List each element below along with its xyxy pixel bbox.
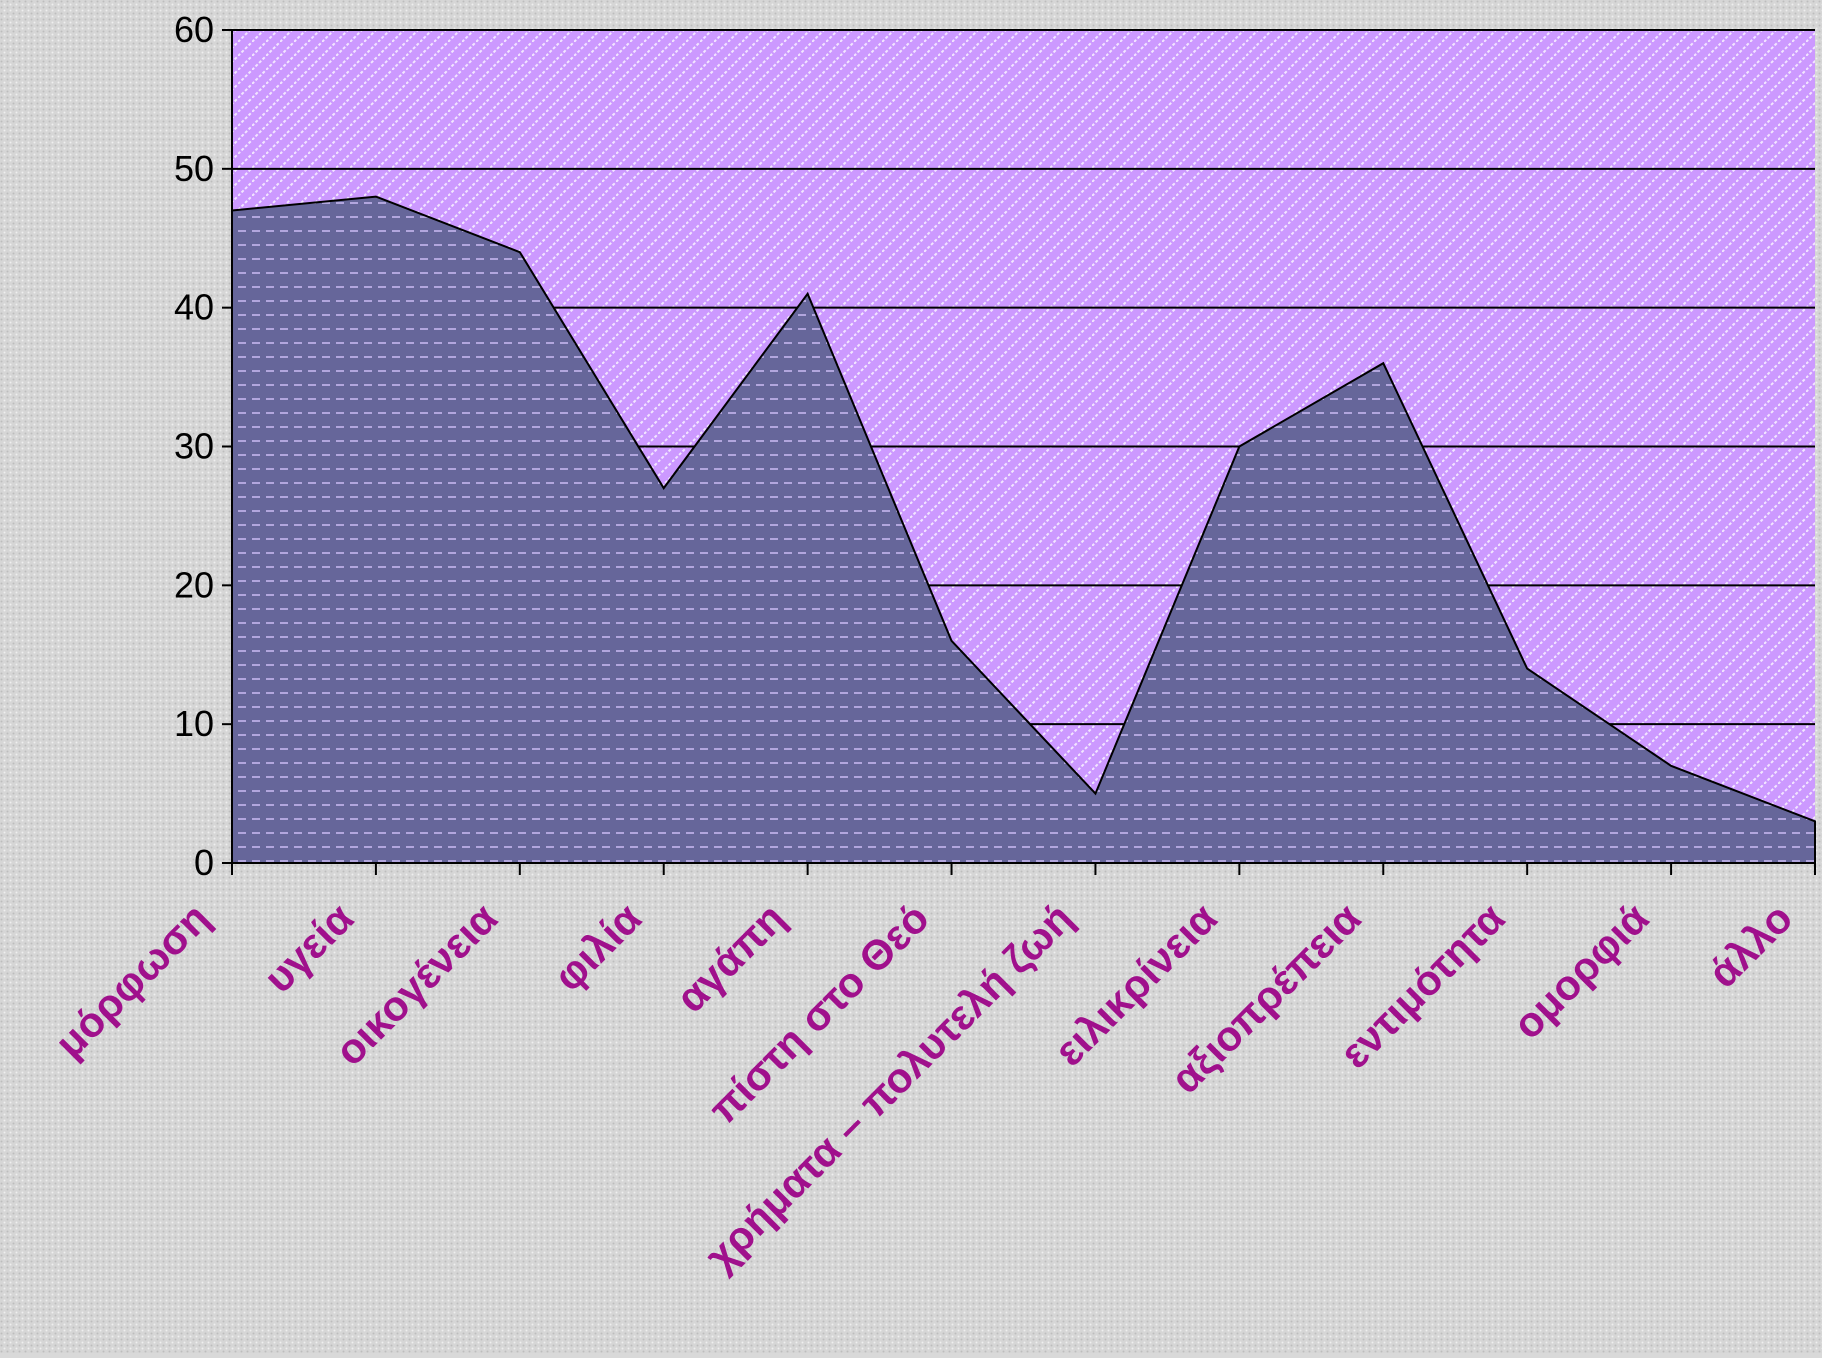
y-tick-label-50: 50: [174, 148, 214, 189]
y-tick-label-10: 10: [174, 703, 214, 744]
y-tick-label-0: 0: [194, 842, 214, 883]
y-tick-label-30: 30: [174, 426, 214, 467]
y-tick-label-60: 60: [174, 9, 214, 50]
y-axis-tick-labels: 0 10 20 30 40 50 60: [174, 9, 214, 883]
y-tick-label-20: 20: [174, 564, 214, 605]
axes: [222, 29, 1816, 875]
series-area: [231, 195, 1816, 864]
y-tick-label-40: 40: [174, 287, 214, 328]
